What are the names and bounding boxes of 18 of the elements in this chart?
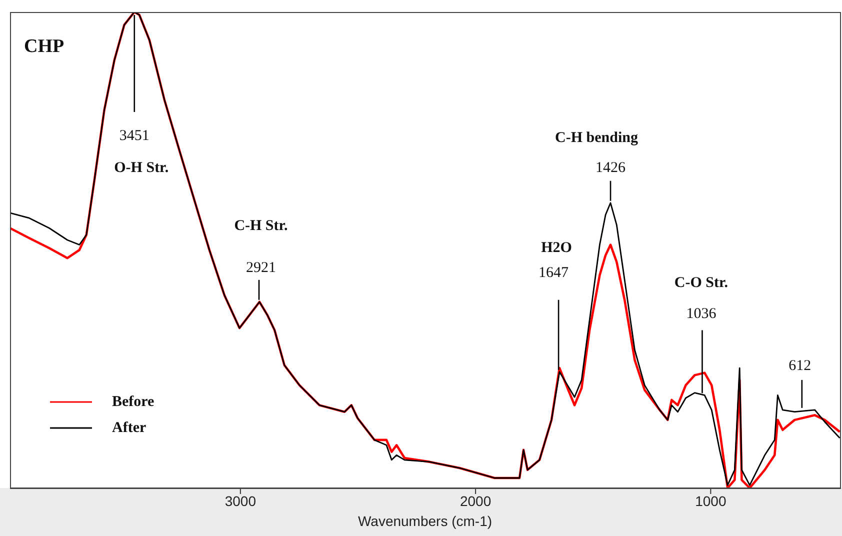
annotation: C-O Str. — [674, 275, 728, 292]
annotation: 3451 — [119, 128, 150, 144]
legend-label: After — [112, 420, 146, 436]
x-axis-title: Wavenumbers (cm-1) — [358, 513, 492, 529]
annotation: 612 — [788, 358, 812, 374]
x-tick-label: 2000 — [460, 492, 492, 509]
legend-label: Before — [112, 394, 154, 410]
annotation: 1036 — [686, 306, 717, 322]
annotation: C-H Str. — [234, 218, 288, 234]
annotation: 1647 — [538, 264, 570, 281]
text: CHP — [24, 36, 64, 58]
annotation: O-H Str. — [114, 160, 169, 176]
x-tick-label: 3000 — [224, 492, 256, 509]
annotation: H2O — [541, 240, 572, 256]
annotation: C-H bending — [555, 130, 638, 146]
x-tick-label: 1000 — [695, 492, 726, 509]
annotation: 1426 — [596, 160, 626, 176]
annotation: 2921 — [246, 260, 276, 276]
